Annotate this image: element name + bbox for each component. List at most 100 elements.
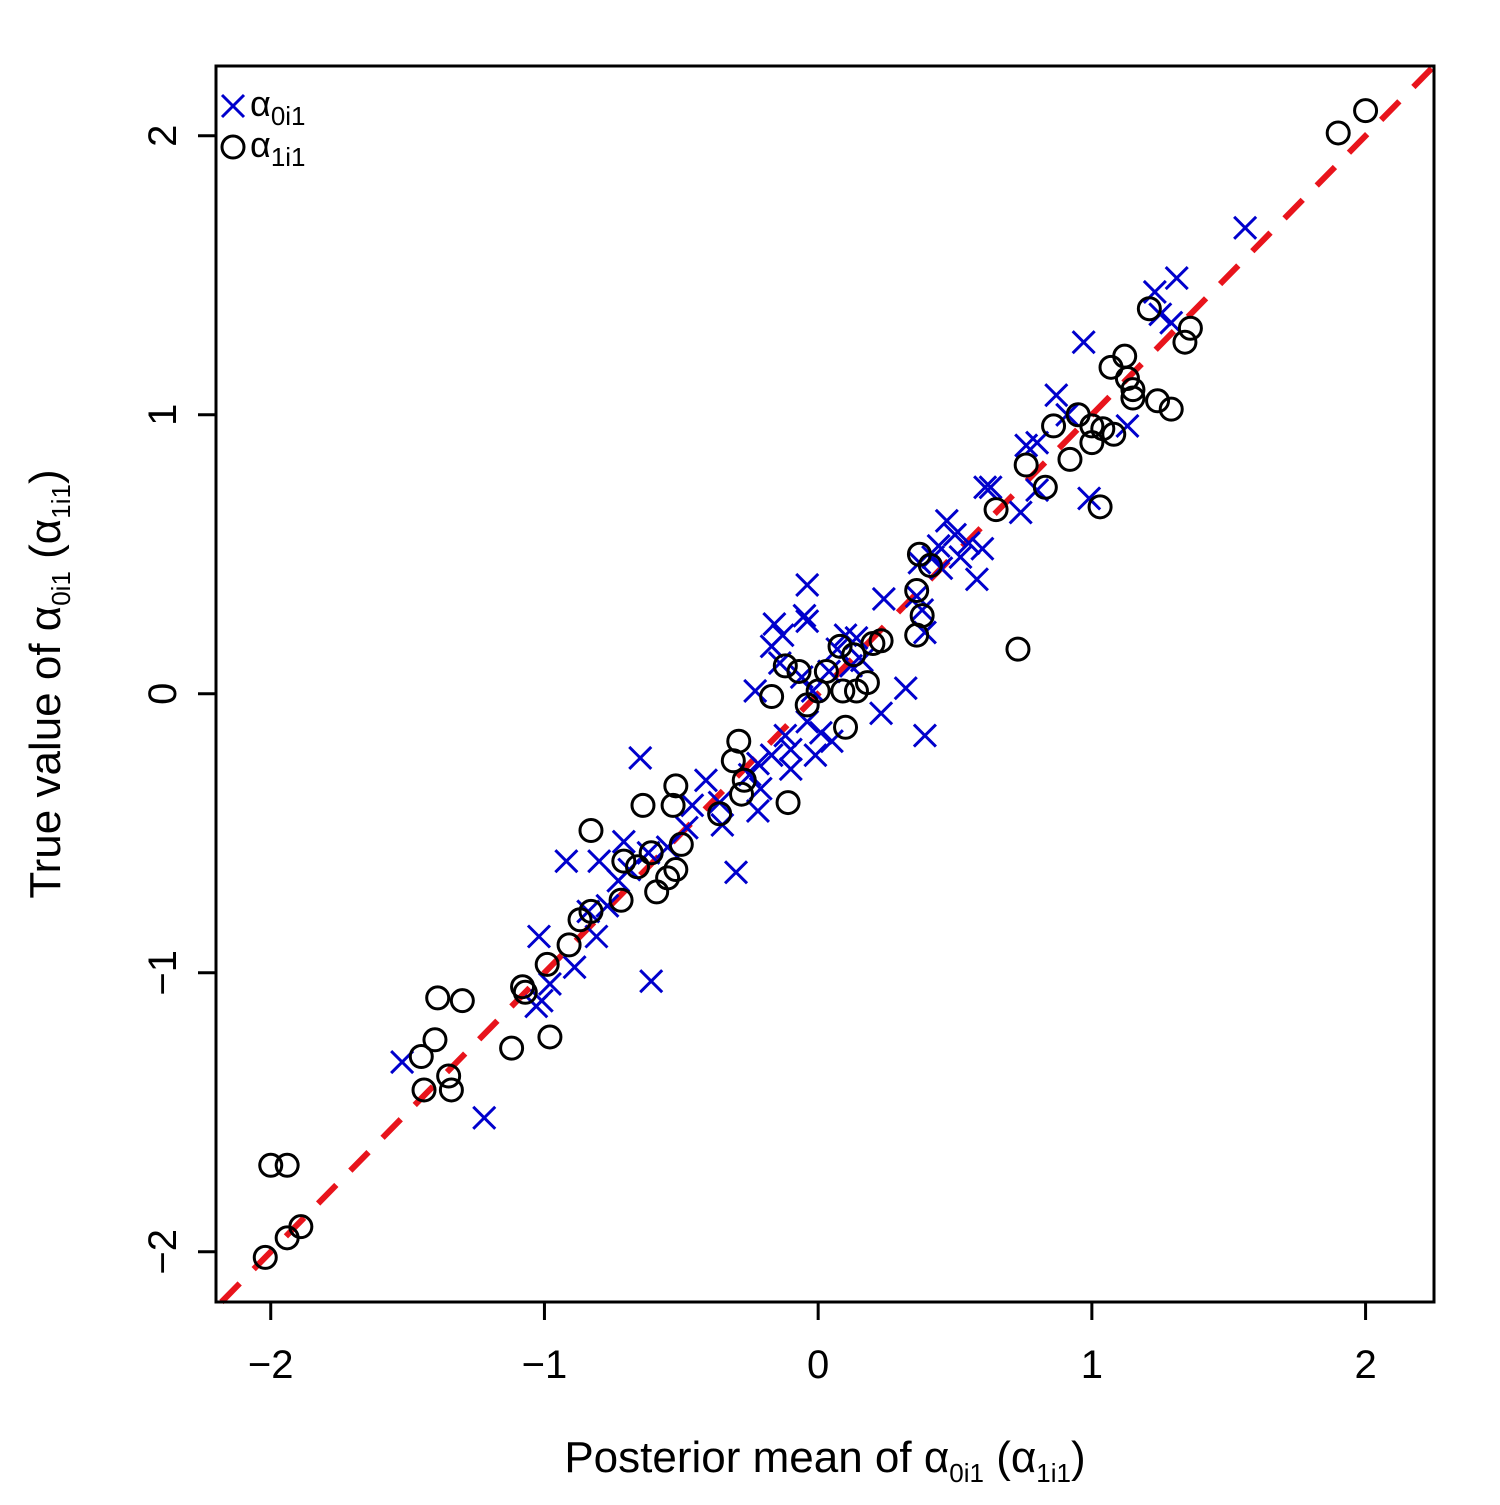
data-point-o — [1136, 296, 1162, 322]
data-point-o — [860, 631, 886, 657]
data-point-o — [731, 767, 757, 793]
data-point-o — [537, 1024, 563, 1050]
data-point-o — [1325, 120, 1351, 146]
data-point-o — [436, 1063, 462, 1089]
legend-x-icon — [220, 93, 246, 119]
data-point-o — [775, 790, 801, 816]
data-point-o — [1032, 474, 1058, 500]
data-point-x — [562, 955, 587, 980]
data-point-o — [904, 622, 930, 648]
data-point-o — [1120, 385, 1146, 411]
data-point-o — [1079, 413, 1105, 439]
data-point-o — [660, 792, 686, 818]
data-point-o — [1005, 636, 1031, 662]
data-point-o — [1177, 315, 1203, 341]
data-point-o — [917, 552, 943, 578]
data-point-x — [554, 849, 579, 874]
data-point-x — [628, 745, 653, 770]
data-point-x — [587, 849, 612, 874]
x-tick-label: 1 — [1081, 1343, 1103, 1387]
data-point-x — [792, 603, 817, 628]
data-point-o — [720, 748, 746, 774]
data-point-o — [638, 840, 664, 866]
legend-label-alpha0i1: α0i1 — [250, 83, 306, 131]
data-point-x — [978, 475, 1003, 500]
data-point-o — [668, 831, 694, 857]
data-point-x — [472, 1105, 497, 1130]
data-point-o — [1172, 329, 1198, 355]
y-axis-title: True value of α0i1 (α1i1) — [21, 469, 76, 898]
data-point-x — [611, 829, 636, 854]
data-point-x — [893, 676, 918, 701]
axes-layer: −2 −1 0 1 2 −2 −1 0 1 2 — [141, 125, 1377, 1387]
data-point-o — [1087, 494, 1113, 520]
data-point-x — [745, 798, 771, 824]
x-tick-label: −1 — [522, 1343, 568, 1387]
data-point-x — [871, 586, 896, 611]
data-point-x — [948, 544, 973, 570]
legend-marker-x — [220, 93, 246, 119]
data-point-o — [1120, 377, 1146, 403]
data-point-o — [567, 907, 593, 933]
data-point-o — [258, 1152, 284, 1178]
data-point-x — [956, 531, 981, 556]
data-point-o — [499, 1035, 525, 1061]
data-point-x — [778, 757, 803, 782]
data-point-x — [759, 743, 784, 768]
data-point-o — [983, 497, 1009, 523]
data-point-o — [578, 817, 604, 843]
data-point-o — [1101, 421, 1127, 447]
data-point-x — [526, 924, 552, 949]
data-point-o — [830, 678, 856, 704]
data-point-o — [1079, 430, 1105, 456]
data-point-o — [411, 1077, 437, 1103]
data-point-o — [1057, 446, 1083, 472]
reference-line — [219, 63, 1437, 1305]
data-point-x — [795, 609, 820, 634]
data-point-o — [630, 792, 656, 818]
x-tick-label: 0 — [807, 1343, 829, 1387]
data-point-o — [904, 578, 930, 604]
data-point-o — [644, 879, 670, 905]
data-point-o — [841, 642, 867, 668]
y-tick-label: −1 — [141, 950, 185, 996]
data-point-o — [1353, 98, 1379, 124]
data-point-o — [663, 857, 689, 883]
data-point-x — [964, 567, 989, 592]
data-point-o — [274, 1225, 300, 1251]
data-point-o — [1145, 388, 1171, 414]
data-point-o — [512, 979, 538, 1005]
data-point-o — [707, 801, 733, 827]
data-point-x — [639, 969, 664, 994]
data-point-x — [942, 522, 968, 547]
data-point-x — [803, 743, 828, 768]
x-axis-title: Posterior mean of α0i1 (α1i1) — [564, 1433, 1085, 1488]
data-point-x — [773, 723, 798, 748]
data-point-x — [584, 924, 609, 949]
data-point-x — [973, 475, 998, 500]
data-point-x — [595, 893, 620, 918]
data-point-o — [1158, 396, 1184, 422]
data-point-o — [729, 781, 755, 807]
legend-marker-o — [220, 134, 246, 160]
data-point-o — [422, 1027, 448, 1053]
data-point-x — [1025, 430, 1050, 455]
x-tick-label: −2 — [248, 1343, 294, 1387]
data-point-x — [1008, 500, 1033, 525]
data-point-o — [833, 714, 859, 740]
data-point-o — [786, 658, 812, 684]
data-point-o — [772, 653, 798, 679]
data-point-x — [693, 768, 718, 793]
data-point-x — [743, 678, 768, 704]
y-tick-label: 1 — [141, 404, 185, 426]
data-point-x — [795, 572, 820, 598]
data-point-x — [869, 701, 894, 726]
data-point-o — [759, 684, 785, 710]
data-point-x — [1077, 486, 1102, 511]
y-tick-label: 0 — [141, 683, 185, 705]
data-point-x — [1233, 215, 1258, 240]
data-point-x — [808, 720, 833, 745]
